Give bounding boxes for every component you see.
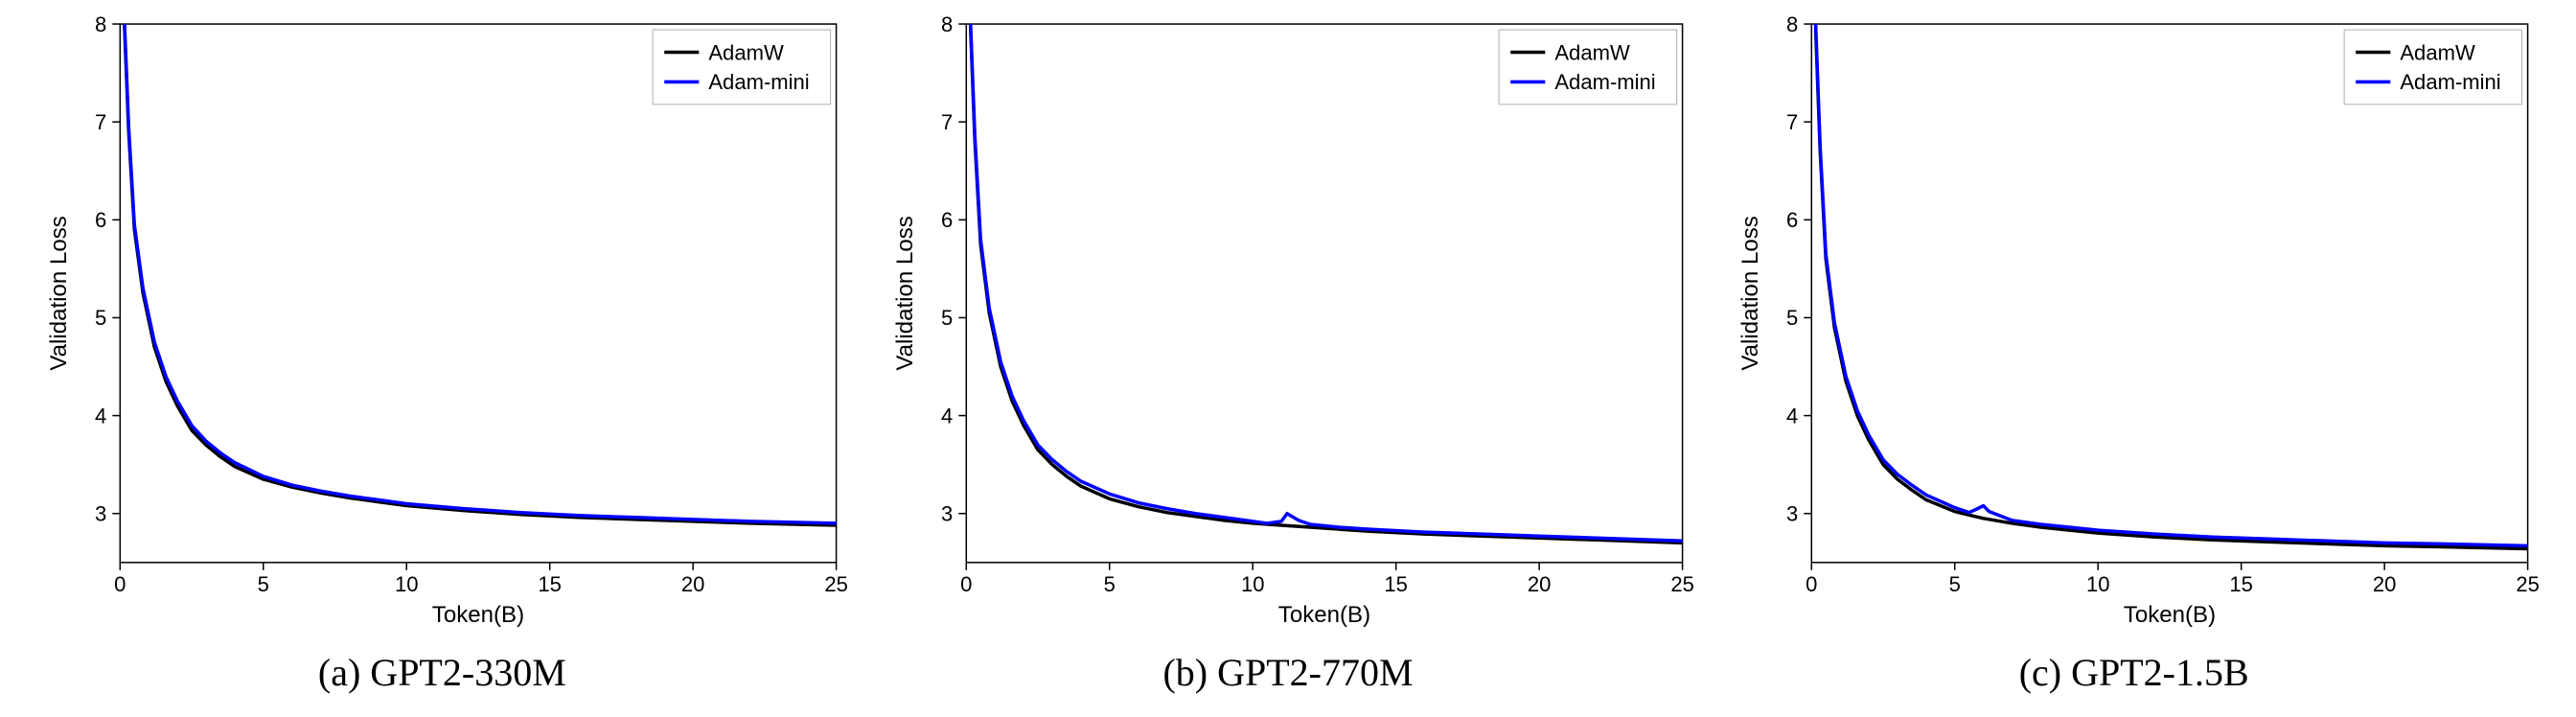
svg-text:10: 10	[1241, 572, 1265, 596]
svg-text:20: 20	[2373, 572, 2397, 596]
caption-b: (b) GPT2-770M	[1162, 650, 1413, 695]
svg-text:Token(B): Token(B)	[432, 602, 524, 628]
svg-text:10: 10	[2086, 572, 2110, 596]
svg-text:8: 8	[95, 12, 106, 36]
svg-text:5: 5	[95, 306, 106, 330]
svg-text:Token(B): Token(B)	[1277, 602, 1369, 628]
svg-text:6: 6	[941, 208, 953, 232]
caption-a: (a) GPT2-330M	[318, 650, 566, 695]
legend-label: Adam-mini	[1554, 70, 1655, 94]
figure-row: 0 5 10 15 20 25 3 4 5 6 7 8 Token(B) Validation Loss A…	[0, 0, 2576, 717]
svg-text:7: 7	[1786, 110, 1798, 134]
chart-svg: 0 5 10 15 20 25 3 4 5 6 7 8 Token(B) Validation Loss A…	[875, 10, 1702, 644]
svg-text:6: 6	[95, 208, 106, 232]
legend-label: AdamW	[1554, 40, 1630, 64]
svg-text:8: 8	[1786, 12, 1798, 36]
svg-text:5: 5	[941, 306, 953, 330]
svg-text:5: 5	[258, 572, 269, 596]
svg-text:15: 15	[538, 572, 562, 596]
svg-text:Validation Loss: Validation Loss	[1737, 216, 1763, 370]
svg-text:Validation Loss: Validation Loss	[892, 216, 918, 370]
svg-text:15: 15	[1384, 572, 1408, 596]
svg-text:5: 5	[1786, 306, 1798, 330]
svg-text:25: 25	[1670, 572, 1694, 596]
svg-text:4: 4	[95, 404, 106, 428]
svg-text:10: 10	[395, 572, 419, 596]
svg-text:0: 0	[114, 572, 126, 596]
chart-svg: 0 5 10 15 20 25 3 4 5 6 7 8 Token(B) Validation Loss A…	[1720, 10, 2547, 644]
svg-text:3: 3	[941, 501, 953, 525]
legend-label: AdamW	[708, 40, 784, 64]
svg-text:7: 7	[941, 110, 953, 134]
svg-text:3: 3	[95, 501, 106, 525]
plot-c: 0 5 10 15 20 25 3 4 5 6 7 8 Token(B) Validation Loss A…	[1720, 10, 2547, 644]
svg-text:0: 0	[960, 572, 972, 596]
svg-text:15: 15	[2230, 572, 2254, 596]
svg-text:7: 7	[95, 110, 106, 134]
svg-text:0: 0	[1806, 572, 1818, 596]
plot-a: 0 5 10 15 20 25 3 4 5 6 7 8 Token(B) Validation Loss A…	[29, 10, 856, 644]
legend-label: Adam-mini	[708, 70, 809, 94]
legend-label: AdamW	[2401, 40, 2476, 64]
svg-text:25: 25	[2517, 572, 2541, 596]
svg-text:Token(B): Token(B)	[2124, 602, 2216, 628]
svg-text:20: 20	[681, 572, 705, 596]
svg-text:3: 3	[1786, 501, 1798, 525]
chart-svg: 0 5 10 15 20 25 3 4 5 6 7 8 Token(B) Validation Loss A…	[29, 10, 856, 644]
panel-a: 0 5 10 15 20 25 3 4 5 6 7 8 Token(B) Validation Loss A…	[19, 10, 865, 695]
svg-text:25: 25	[824, 572, 848, 596]
svg-text:5: 5	[1949, 572, 1961, 596]
svg-text:6: 6	[1786, 208, 1798, 232]
svg-text:5: 5	[1103, 572, 1115, 596]
svg-text:20: 20	[1528, 572, 1552, 596]
svg-text:Validation Loss: Validation Loss	[46, 216, 72, 370]
svg-text:4: 4	[941, 404, 953, 428]
panel-b: 0 5 10 15 20 25 3 4 5 6 7 8 Token(B) Validation Loss A…	[865, 10, 1712, 695]
svg-text:8: 8	[941, 12, 953, 36]
plot-b: 0 5 10 15 20 25 3 4 5 6 7 8 Token(B) Validation Loss A…	[875, 10, 1702, 644]
svg-text:4: 4	[1786, 404, 1798, 428]
panel-c: 0 5 10 15 20 25 3 4 5 6 7 8 Token(B) Validation Loss A…	[1711, 10, 2557, 695]
legend-label: Adam-mini	[2401, 70, 2501, 94]
caption-c: (c) GPT2-1.5B	[2019, 650, 2249, 695]
